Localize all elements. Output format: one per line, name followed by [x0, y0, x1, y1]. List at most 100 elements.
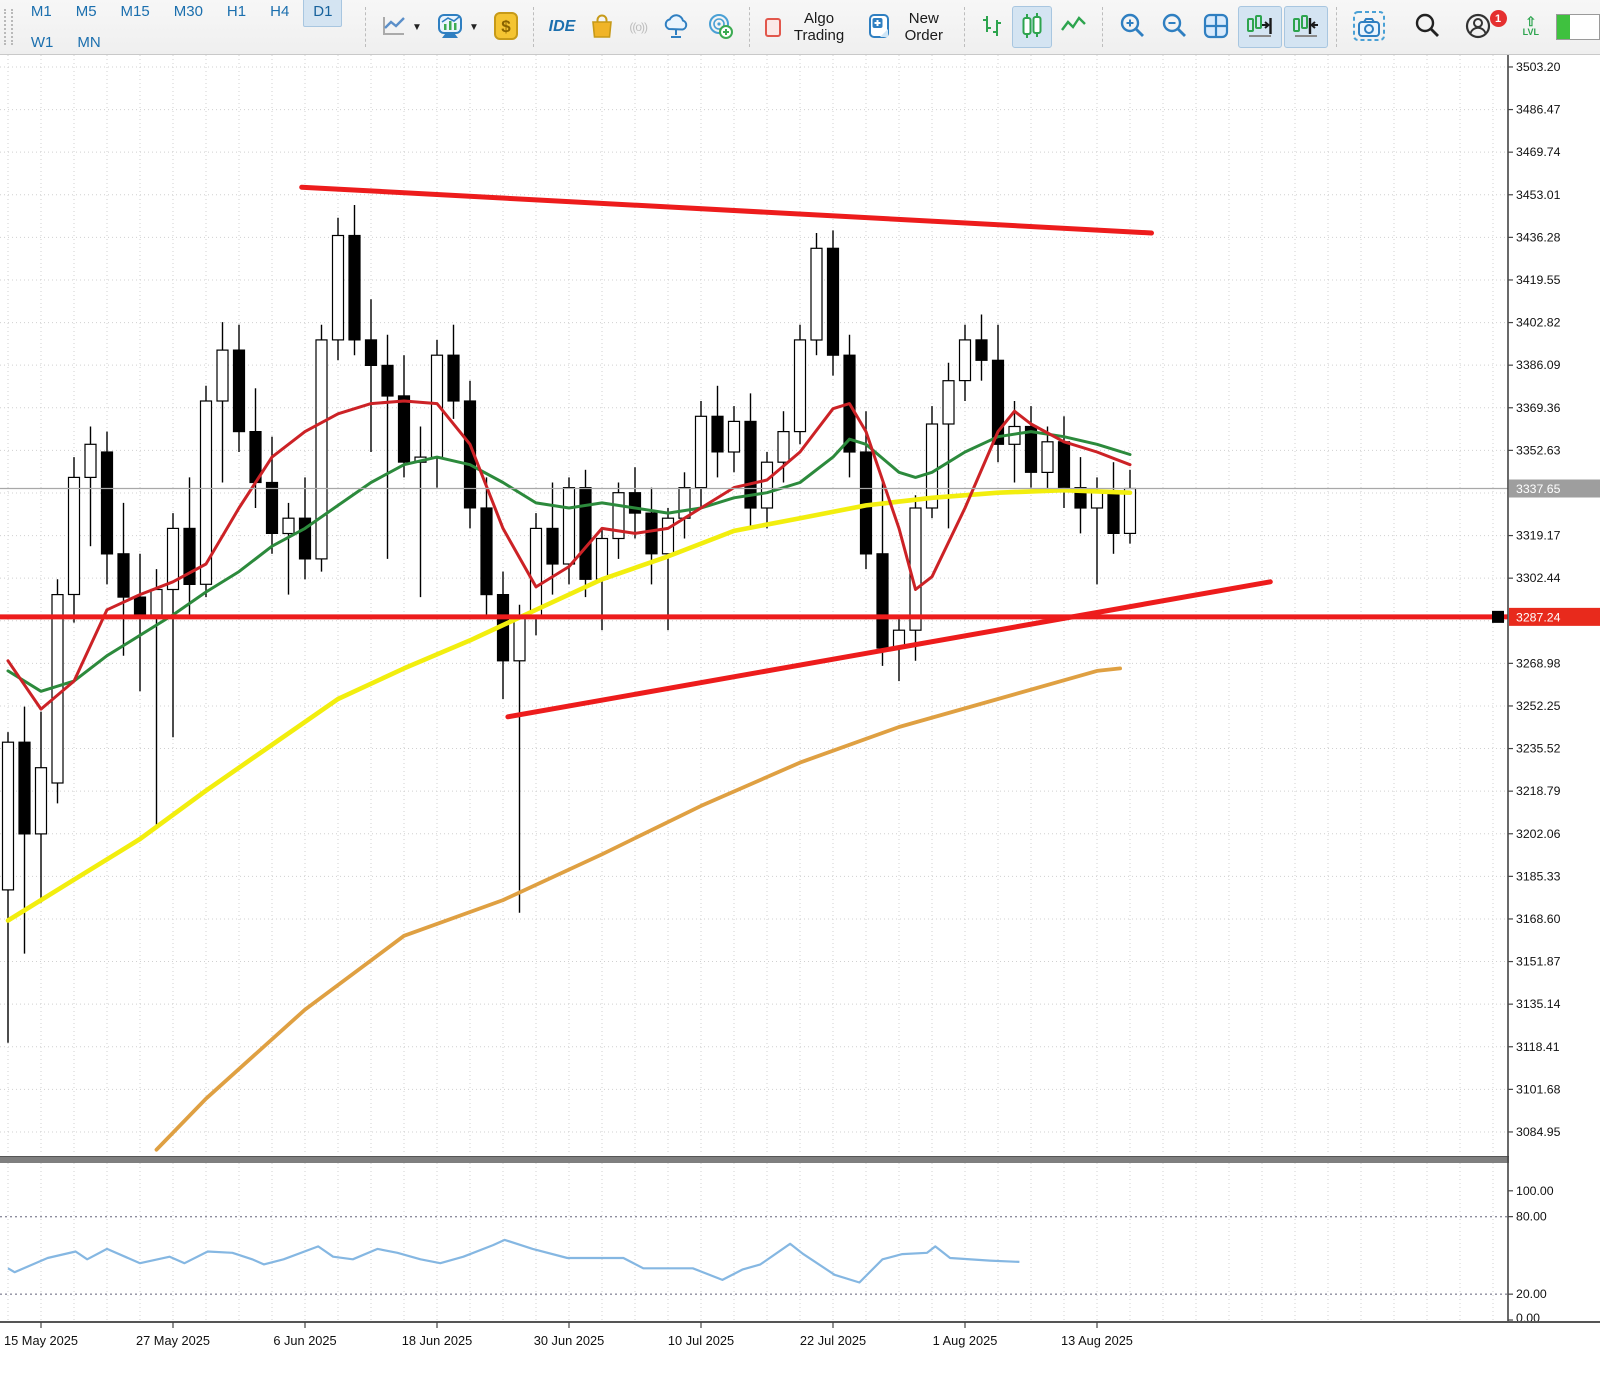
timeframe-button-d1[interactable]: D1	[303, 0, 343, 27]
date-tick-label: 15 May 2025	[4, 1333, 78, 1348]
price-axis-background	[1509, 55, 1600, 1322]
bull-candle	[331, 234, 345, 341]
shopping-bag-icon	[589, 12, 615, 43]
pane-separator	[0, 1157, 1600, 1163]
price-tick-label: 3135.14	[1516, 997, 1561, 1011]
line-chart-mode-button[interactable]	[1054, 6, 1094, 48]
ide-button[interactable]: IDE	[543, 6, 582, 48]
separator	[365, 7, 367, 47]
bear-candle	[348, 234, 361, 341]
date-tick-label: 18 Jun 2025	[402, 1333, 472, 1348]
objects-dropdown-button[interactable]: ▼	[375, 6, 428, 48]
dollar-icon: $	[493, 11, 519, 44]
tile-windows-button[interactable]	[1196, 6, 1236, 48]
bull-candle	[958, 339, 972, 382]
lvl-label: LVL	[1522, 27, 1539, 37]
algo-trading-button[interactable]: Algo Trading	[759, 6, 859, 48]
date-tick-label: 22 Jul 2025	[800, 1333, 866, 1348]
profile-button[interactable]: 1	[1458, 6, 1507, 48]
date-tick-label: 13 Aug 2025	[1061, 1333, 1133, 1348]
community-add-button[interactable]	[699, 6, 741, 48]
bull-candle	[942, 380, 955, 425]
date-tick-label: 27 May 2025	[136, 1333, 210, 1348]
level-price-label-box	[1509, 607, 1600, 626]
bar-chart-mode-button[interactable]	[974, 6, 1010, 48]
timeframe-button-w1[interactable]: W1	[21, 27, 64, 58]
auto-scroll-button[interactable]	[1283, 6, 1328, 48]
bear-candle	[100, 451, 114, 555]
bull-candle	[793, 339, 807, 433]
separator	[1335, 7, 1338, 47]
new-order-label: New Order	[904, 10, 943, 44]
bull-candle	[1090, 492, 1104, 509]
ascending-trendline	[505, 579, 1273, 720]
timeframe-button-m1[interactable]: M1	[21, 0, 62, 27]
bull-candle	[34, 767, 48, 835]
cloud-button[interactable]	[655, 6, 697, 48]
market-watch-button[interactable]: $	[487, 6, 525, 48]
cloud-icon	[661, 12, 691, 43]
zoom-out-button[interactable]	[1154, 6, 1194, 48]
bear-candle	[232, 349, 246, 433]
bull-candle	[1041, 441, 1054, 473]
separator	[964, 7, 966, 47]
market-store-button[interactable]	[583, 6, 621, 48]
price-tick-label: 3386.09	[1516, 358, 1561, 372]
bull-candle	[1, 741, 15, 891]
levels-button[interactable]: ⇧ LVL	[1517, 6, 1545, 48]
bull-candle	[315, 339, 328, 560]
timeframe-button-h4[interactable]: H4	[260, 0, 299, 27]
price-tick-label: 3252.25	[1516, 699, 1561, 713]
descending-trendline	[299, 184, 1154, 236]
target-plus-icon	[705, 11, 735, 44]
zoom-in-button[interactable]	[1112, 6, 1152, 48]
price-tick-label: 3469.74	[1516, 145, 1561, 159]
price-tick-label: 3369.36	[1516, 401, 1561, 415]
price-tick-label: 3118.41	[1516, 1040, 1560, 1054]
search-button[interactable]	[1407, 6, 1447, 48]
timeframe-button-m5[interactable]: M5	[66, 0, 107, 27]
bull-candle	[661, 517, 675, 555]
price-tick-label: 3101.68	[1516, 1082, 1561, 1096]
screenshot-button[interactable]	[1346, 6, 1392, 48]
bull-candle	[529, 527, 543, 619]
ma-orange-line	[154, 666, 1122, 1152]
price-tick-label: 3268.98	[1516, 656, 1561, 670]
camera-icon	[1352, 10, 1386, 45]
bear-candle	[381, 364, 394, 397]
bull-candle	[810, 247, 823, 341]
shift-end-button[interactable]	[1237, 6, 1282, 48]
candle-chart-mode-button[interactable]	[1011, 6, 1052, 48]
timeframe-group: M1 M5 M15 M30 H1 H4 D1 W1 MN	[19, 0, 358, 58]
ma-green-line	[6, 430, 1132, 693]
bull-candle	[84, 443, 97, 478]
price-tick-label: 3352.63	[1516, 443, 1561, 457]
ide-label: IDE	[548, 18, 576, 35]
lvl-icon: ⇧ LVL	[1522, 14, 1539, 37]
zoom-in-icon	[1118, 12, 1146, 43]
timeframe-button-m30[interactable]: M30	[164, 0, 213, 27]
signals-button[interactable]: ((o))	[623, 6, 653, 48]
bull-candle	[909, 507, 922, 631]
ma-red-line	[6, 399, 1132, 711]
person-icon	[1464, 11, 1494, 44]
toolbar-grip[interactable]	[4, 9, 13, 45]
timeframe-button-mn[interactable]: MN	[67, 27, 110, 58]
timeframe-button-m15[interactable]: M15	[111, 0, 160, 27]
algo-trading-label: Algo Trading	[793, 10, 845, 44]
bull-candle	[1123, 487, 1137, 535]
indicator-tick-label: 20.00	[1516, 1287, 1547, 1301]
bull-candle	[67, 476, 81, 596]
date-tick-label: 6 Jun 2025	[273, 1333, 336, 1348]
bull-candle	[678, 487, 691, 519]
search-icon	[1413, 12, 1441, 43]
new-order-button[interactable]: New Order	[860, 6, 956, 48]
timeframe-button-h1[interactable]: H1	[217, 0, 256, 27]
bear-candle	[480, 507, 493, 596]
price-tick-label: 3453.01	[1516, 188, 1561, 202]
indicator-window-dropdown-button[interactable]: ▼	[430, 6, 485, 48]
bear-candle	[117, 553, 130, 598]
separator	[1101, 7, 1104, 47]
bear-candle	[1057, 441, 1071, 489]
